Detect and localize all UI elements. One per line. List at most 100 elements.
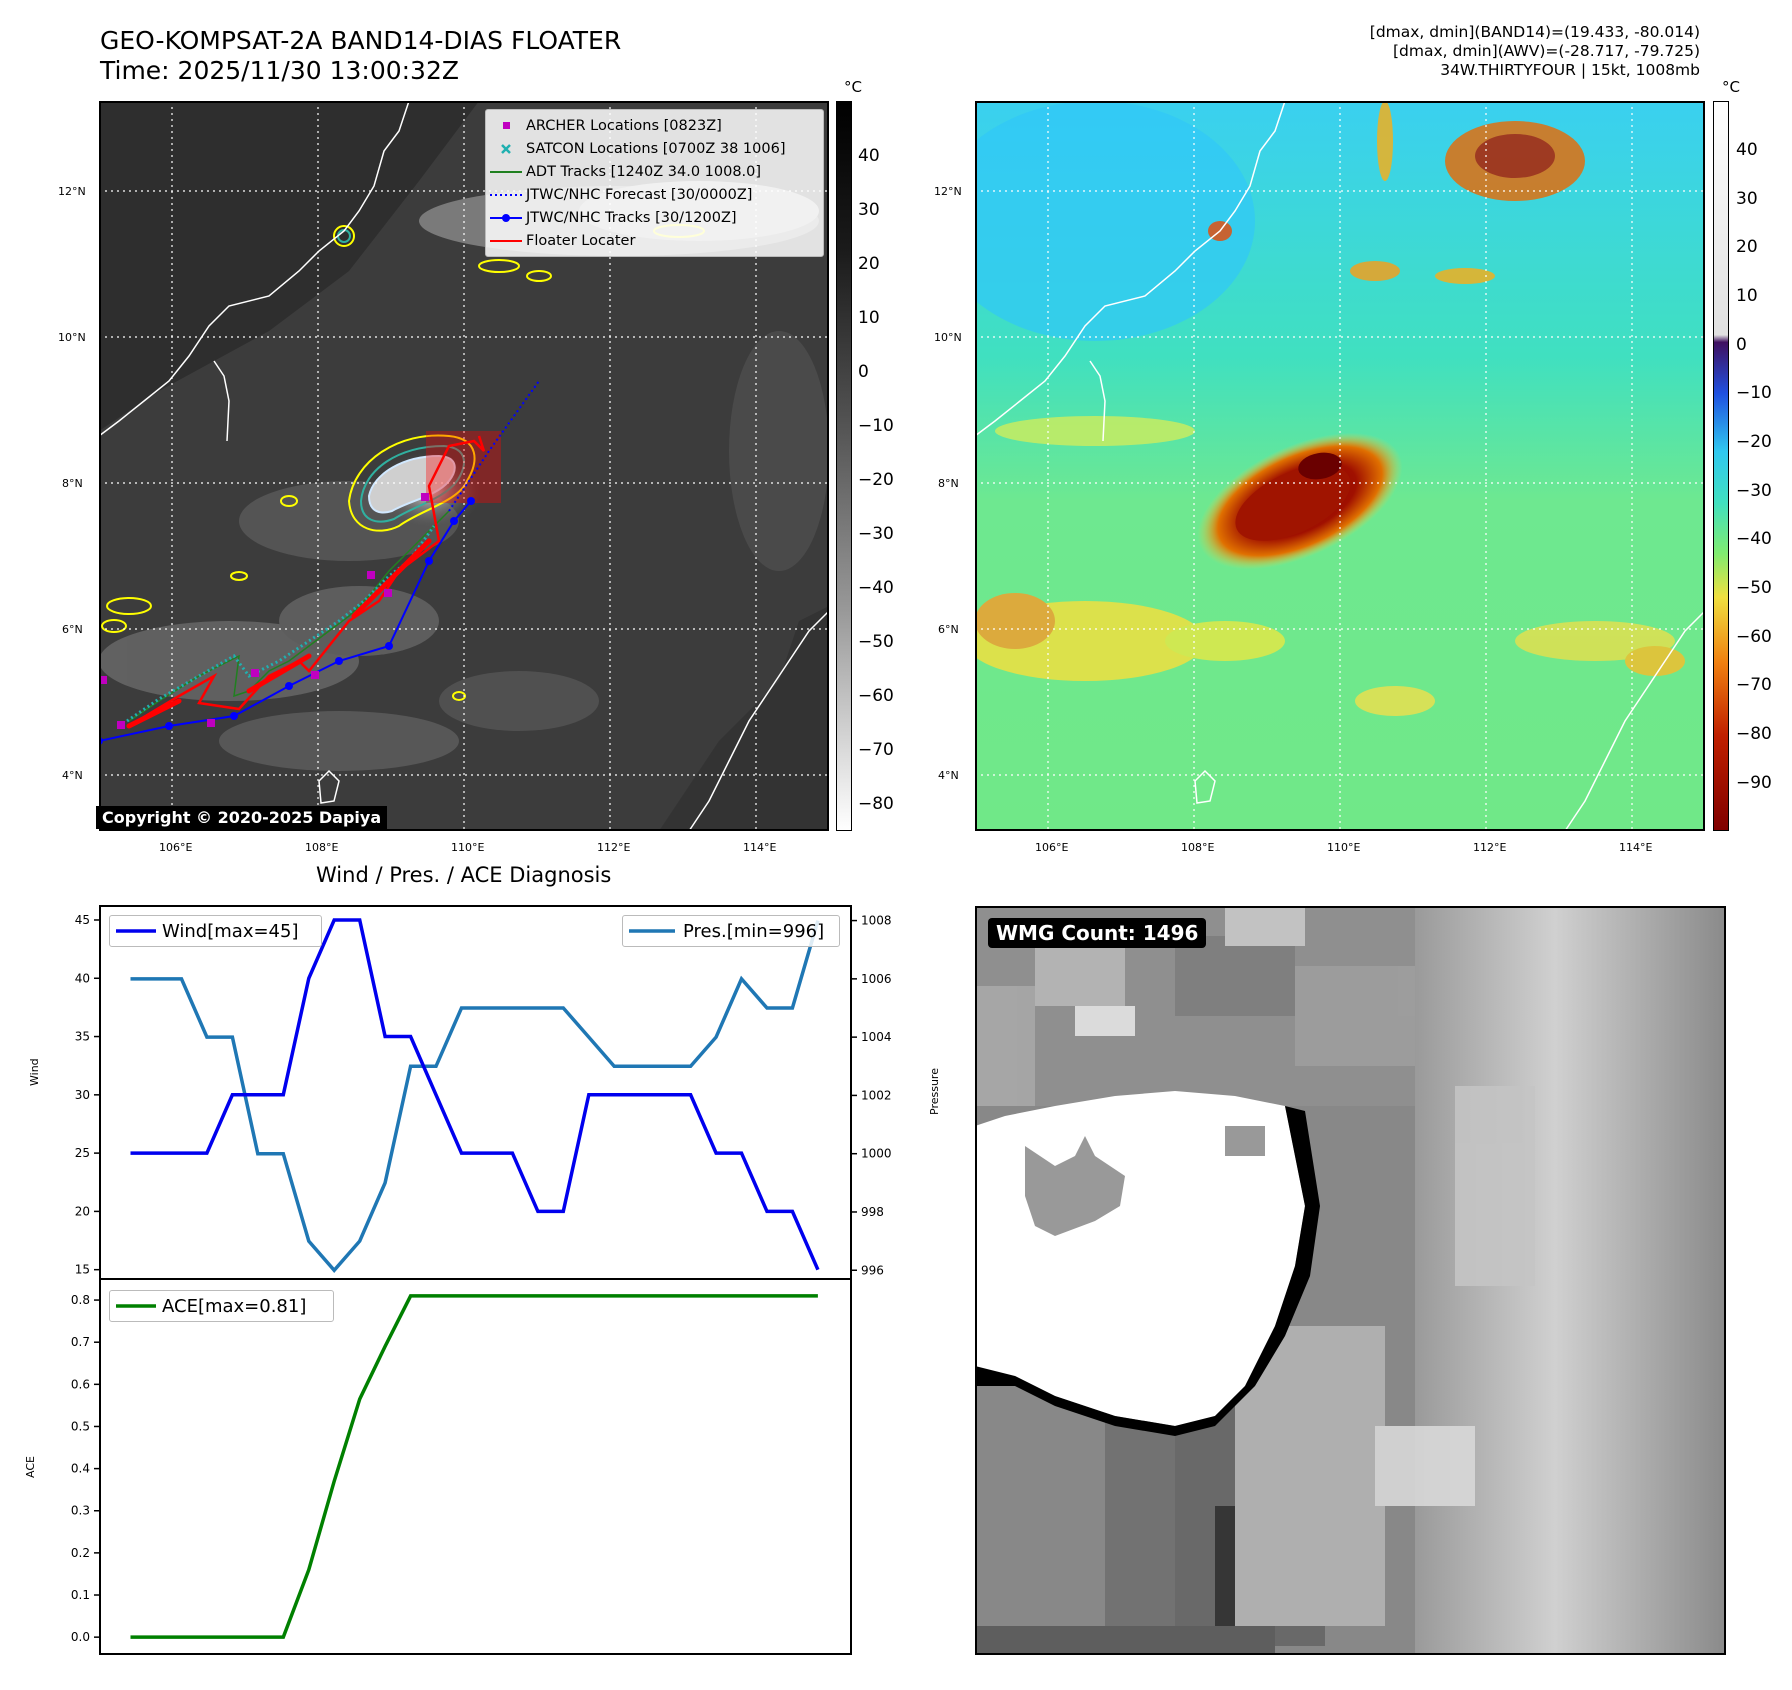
awv-gridlines [975,101,1705,831]
legend-item-jtwc-forecast: JTWC/NHC Forecast [30/0000Z] [486,183,823,206]
awv-map-frame [975,101,1705,831]
lon-label-106: 106°E [159,841,193,854]
ace-axes: 0.8 0.7 0.6 0.5 0.4 0.3 0.2 0.1 0.0 [71,1278,852,1655]
tick-label: 1004 [861,1030,892,1044]
tick-label: 1002 [861,1088,892,1102]
ir-cb-tick: −80 [858,794,894,814]
tick-label: 996 [861,1263,884,1277]
info-line-2: [dmax, dmin](AWV)=(-28.717, -79.725) [1393,42,1700,60]
tick-label: 45 [75,913,90,927]
diag-title: Wind / Pres. / ACE Diagnosis [316,863,612,887]
ace-ylabel: ACE [24,1456,37,1478]
awv-cb-tick: 30 [1736,189,1758,209]
tick-label: 15 [75,1263,90,1277]
ir-legend: ARCHER Locations [0823Z] SATCON Location… [485,109,824,257]
awv-cb-tick: −90 [1736,773,1772,793]
diagnosis-chart: 45 40 35 30 25 20 15 1008 1006 1004 1002 1000 998 99… [71,905,892,1655]
ir-colorbar [836,101,852,831]
pressure-legend: Pres.[min=996] [622,915,840,947]
satcon-track [126,525,436,723]
tick-label: 1000 [861,1147,892,1161]
floater-track-thick [126,538,432,729]
ir-cb-tick: −60 [858,686,894,706]
lat-label-8: 8°N [62,477,83,490]
archer-marker-icon [503,122,510,129]
ir-cb-tick: −30 [858,524,894,544]
legend-label: ARCHER Locations [0823Z] [526,117,722,134]
title-line-1: GEO-KOMPSAT-2A BAND14-DIAS FLOATER [100,26,622,55]
awv-cb-tick: −30 [1736,481,1772,501]
awv-lat-label-6: 6°N [938,623,959,636]
tick-label: 30 [75,1088,90,1102]
awv-core [1235,465,1351,541]
ir-cb-tick: −70 [858,740,894,760]
wmg-count-badge: WMG Count: 1496 [988,918,1207,948]
awv-cb-tick: 10 [1736,286,1758,306]
awv-lat-label-8: 8°N [938,477,959,490]
awv-map-panel [975,101,1705,831]
tick-label: 40 [75,971,90,985]
tick-label: 0.8 [71,1293,90,1307]
coastlines [99,101,829,831]
ace-legend-line-icon [116,1304,156,1308]
wind-tick-labels: 45 40 35 30 25 20 15 [75,913,100,1277]
ir-cb-tick: 0 [858,362,869,382]
awv-lon-label-112: 112°E [1473,841,1507,854]
lat-label-10: 10°N [58,331,86,344]
awv-cb-tick: 0 [1736,335,1747,355]
wind-line [130,918,820,1271]
tick-label: 35 [75,1030,90,1044]
info-line-1: [dmax, dmin](BAND14)=(19.433, -80.014) [1369,23,1700,41]
awv-cb-tick: 20 [1736,237,1758,257]
ir-cb-tick: 30 [858,200,880,220]
awv-cb-tick: −10 [1736,383,1772,403]
tick-label: 998 [861,1205,884,1219]
awv-map-svg [975,101,1705,831]
ir-colorbar-ticks: 40 30 20 10 0 −10 −20 −30 −40 −50 −60 −7… [858,101,918,831]
tick-label: 0.5 [71,1419,90,1433]
legend-item-floater: Floater Locater [486,229,823,252]
tick-label: 0.1 [71,1588,90,1602]
ace-legend-label: ACE[max=0.81] [162,1295,307,1317]
ir-map-frame [99,101,829,831]
awv-dry-region [975,101,1255,341]
legend-label: Floater Locater [526,232,636,249]
ace-legend: ACE[max=0.81] [109,1290,334,1322]
tick-label: 20 [75,1204,90,1218]
legend-label: SATCON Locations [0700Z 38 1006] [526,140,786,157]
lat-label-4: 4°N [62,769,83,782]
awv-cb-tick: 40 [1736,140,1758,160]
tick-label: 0.6 [71,1377,90,1391]
ir-cb-tick: −10 [858,416,894,436]
wmg-panel [975,906,1726,1655]
floater-track [128,435,486,728]
legend-item-adt: ADT Tracks [1240Z 34.0 1008.0] [486,160,823,183]
pressure-tick-labels: 1008 1006 1004 1002 1000 998 996 [851,914,892,1277]
lon-label-110: 110°E [451,841,485,854]
legend-label: JTWC/NHC Tracks [30/1200Z] [526,209,737,226]
copyright-label: Copyright © 2020-2025 Dapiya [96,806,388,829]
tick-label: 1006 [861,972,892,986]
awv-cb-tick: −50 [1736,578,1772,598]
tick-label: 1008 [861,914,892,928]
ace-frame [99,1278,852,1655]
lat-label-6: 6°N [62,623,83,636]
lon-label-108: 108°E [305,841,339,854]
ir-cb-tick: 20 [858,254,880,274]
legend-item-jtwc-tracks: JTWC/NHC Tracks [30/1200Z] [486,206,823,229]
lon-label-112: 112°E [597,841,631,854]
tick-label: 0.7 [71,1335,90,1349]
awv-colorbar-ticks: 40 30 20 10 0 −10 −20 −30 −40 −50 −60 −7… [1736,101,1792,831]
tick-label: 0.3 [71,1504,90,1518]
ir-cb-tick: 10 [858,308,880,328]
wmg-texture [975,906,1535,1655]
wind-ylabel: Wind [28,1058,41,1086]
tick-label: 0.2 [71,1546,90,1560]
awv-cb-tick: −20 [1736,432,1772,452]
awv-cb-tick: −80 [1736,724,1772,744]
tick-label: 0.0 [71,1630,90,1644]
pressure-legend-line-icon [629,929,675,933]
satcon-marker-icon [501,144,511,154]
ir-cb-tick: −40 [858,578,894,598]
awv-lon-label-106: 106°E [1035,841,1069,854]
